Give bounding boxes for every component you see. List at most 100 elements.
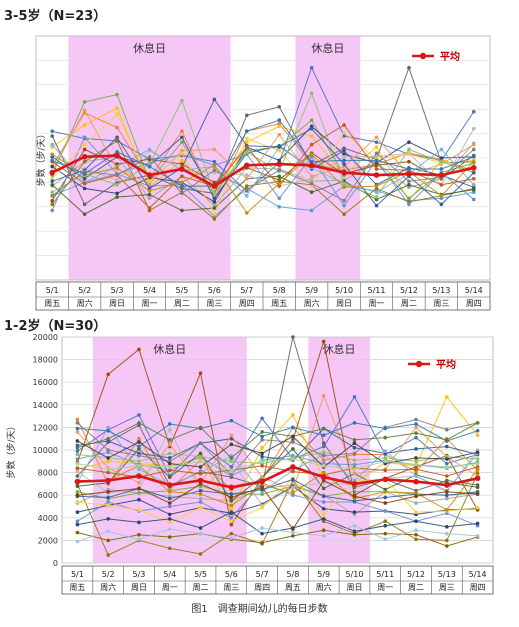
y-tick-label: 20000	[33, 333, 58, 342]
individual-point	[75, 510, 80, 514]
individual-point	[180, 135, 184, 140]
individual-point	[475, 421, 480, 425]
individual-line	[77, 484, 478, 516]
individual-point	[342, 148, 346, 153]
x-tick-label-weekday: 周三	[433, 299, 449, 308]
individual-point	[260, 430, 264, 434]
x-tick-label-date: 5/6	[208, 286, 221, 295]
individual-point	[260, 459, 264, 464]
individual-point	[383, 459, 388, 464]
individual-point	[445, 427, 449, 432]
individual-point	[439, 202, 444, 207]
individual-point	[352, 458, 357, 462]
individual-point	[75, 445, 80, 450]
individual-point	[50, 179, 55, 183]
individual-point	[50, 158, 55, 163]
individual-line	[77, 525, 478, 542]
individual-point	[445, 461, 449, 466]
individual-point	[229, 456, 234, 460]
individual-point	[75, 417, 80, 422]
individual-point	[414, 467, 418, 472]
individual-point	[383, 449, 388, 453]
x-tick-label-weekday: 周日	[109, 299, 125, 308]
individual-point	[198, 531, 203, 536]
individual-point	[229, 531, 234, 536]
individual-point	[471, 147, 476, 152]
individual-point	[260, 445, 264, 450]
individual-point	[106, 495, 110, 500]
individual-point	[198, 471, 203, 476]
x-tick-label-date: 5/4	[163, 570, 176, 579]
individual-point	[471, 183, 476, 187]
individual-point	[445, 465, 449, 469]
individual-point	[82, 172, 87, 176]
individual-point	[383, 537, 388, 542]
individual-point	[321, 458, 326, 462]
individual-point	[342, 123, 346, 127]
individual-point	[352, 451, 357, 456]
individual-point	[180, 158, 184, 163]
individual-point	[471, 109, 476, 114]
individual-point	[260, 475, 264, 479]
individual-point	[167, 527, 172, 531]
individual-point	[198, 488, 203, 493]
individual-point	[180, 98, 184, 103]
individual-point	[147, 206, 152, 210]
individual-point	[352, 523, 357, 528]
individual-point	[277, 133, 282, 137]
individual-point	[321, 464, 326, 468]
individual-point	[137, 537, 141, 542]
individual-point	[244, 136, 249, 141]
individual-point	[475, 457, 480, 461]
individual-point	[414, 456, 418, 460]
mean-point	[259, 478, 265, 485]
legend-label: 平均	[436, 358, 456, 371]
legend-swatch-marker	[419, 52, 427, 60]
individual-point	[277, 205, 282, 209]
individual-point	[75, 469, 80, 474]
individual-point	[374, 163, 379, 168]
individual-point	[352, 445, 357, 450]
individual-point	[229, 519, 234, 523]
individual-point	[352, 467, 357, 472]
individual-point	[50, 164, 55, 169]
individual-point	[475, 521, 480, 526]
individual-line	[77, 428, 479, 507]
x-tick-label-date: 5/12	[407, 570, 425, 579]
individual-point	[106, 529, 110, 534]
holiday-label: 休息日	[153, 342, 186, 356]
individual-line	[77, 485, 478, 515]
individual-point	[277, 174, 282, 179]
individual-point	[407, 147, 411, 152]
individual-point	[75, 539, 80, 544]
individual-point	[212, 168, 217, 172]
individual-point	[180, 151, 184, 155]
individual-point	[445, 544, 449, 548]
individual-point	[383, 531, 388, 536]
individual-point	[414, 425, 418, 430]
individual-point	[212, 159, 217, 164]
individual-point	[115, 178, 119, 182]
individual-point	[342, 158, 346, 163]
individual-point	[342, 162, 346, 166]
mean-point	[413, 478, 419, 485]
individual-point	[277, 181, 282, 186]
individual-point	[137, 347, 141, 352]
mean-point	[179, 166, 185, 172]
individual-point	[106, 459, 110, 464]
individual-point	[352, 510, 357, 514]
individual-point	[50, 194, 55, 198]
individual-point	[342, 203, 346, 208]
individual-point	[137, 467, 141, 472]
individual-point	[291, 530, 295, 535]
individual-point	[309, 126, 314, 131]
mean-point	[470, 164, 477, 171]
x-tick-label-weekday: 周五	[271, 299, 287, 308]
individual-point	[291, 413, 295, 417]
individual-point	[167, 438, 172, 442]
individual-point	[212, 196, 217, 201]
individual-point	[352, 462, 357, 467]
individual-point	[167, 501, 172, 505]
individual-point	[137, 508, 141, 512]
